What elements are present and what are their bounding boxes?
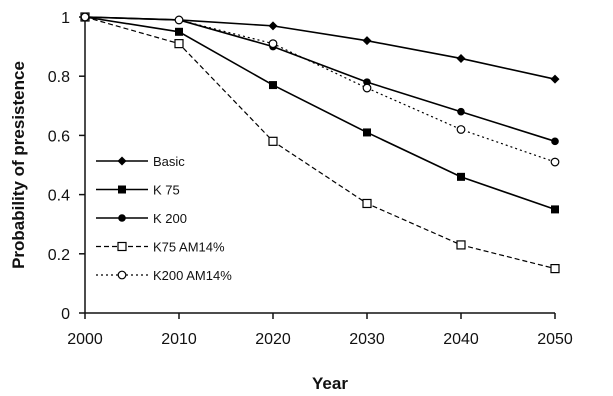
series-line-1 xyxy=(84,16,556,80)
y-tick-label: 0.8 xyxy=(48,69,70,86)
data-point xyxy=(268,21,278,31)
x-axis-title: Year xyxy=(312,374,348,393)
series-line-4 xyxy=(84,16,556,270)
y-tick-label: 0.2 xyxy=(48,247,70,264)
series-line-5 xyxy=(84,16,556,163)
series-markers xyxy=(80,12,560,274)
axes xyxy=(84,17,555,314)
data-point xyxy=(456,240,466,250)
data-point xyxy=(363,128,371,137)
series-line-3 xyxy=(84,16,556,143)
legend-marker xyxy=(117,241,127,252)
data-point xyxy=(362,36,372,46)
series-lines xyxy=(84,16,556,270)
x-tick-label: 2050 xyxy=(537,331,573,348)
data-point xyxy=(362,198,372,209)
legend-label: Basic xyxy=(153,154,185,169)
data-point xyxy=(457,172,465,181)
y-tick-label: 0.4 xyxy=(48,188,70,205)
y-tick-label: 0.6 xyxy=(48,128,70,145)
x-tick-label: 2020 xyxy=(255,331,291,348)
data-point xyxy=(551,137,559,146)
legend-marker xyxy=(117,156,127,166)
series-line-2 xyxy=(84,16,556,211)
legend-marker xyxy=(118,214,126,222)
legend-label: K 75 xyxy=(153,183,180,198)
data-point xyxy=(550,264,560,274)
data-point xyxy=(550,74,560,84)
data-point xyxy=(363,78,371,86)
data-point xyxy=(551,205,559,214)
data-point xyxy=(80,12,90,22)
legend-marker xyxy=(118,185,126,194)
x-tick-label: 2040 xyxy=(443,331,479,348)
y-tick-label: 1 xyxy=(61,10,70,27)
data-point xyxy=(174,15,184,25)
data-point xyxy=(268,39,278,49)
legend-label: K75 AM14% xyxy=(153,240,225,255)
data-point xyxy=(269,81,277,90)
x-tick-group: 2000 2010 2020 2030 2040 2050 xyxy=(67,313,573,348)
y-tick-label: 0 xyxy=(61,306,70,323)
y-tick-group: 0 0.2 0.4 0.6 0.8 1 xyxy=(48,10,85,323)
data-point xyxy=(174,39,184,49)
x-tick-label: 2000 xyxy=(67,331,103,348)
data-point xyxy=(550,157,560,167)
legend-label: K200 AM14% xyxy=(153,268,232,283)
data-point xyxy=(457,107,465,116)
x-tick-label: 2010 xyxy=(161,331,197,348)
data-point xyxy=(456,125,466,134)
data-point xyxy=(268,136,278,146)
legend-marker xyxy=(117,270,127,280)
data-point xyxy=(175,27,183,36)
x-tick-label: 2030 xyxy=(349,331,385,348)
y-axis-title: Probability of presistence xyxy=(9,61,28,269)
data-point xyxy=(456,53,466,63)
legend-label: K 200 xyxy=(153,211,187,226)
data-point xyxy=(362,83,372,93)
legend: Basic K 75 K 200 K75 AM14% K200 AM14% xyxy=(96,154,232,283)
